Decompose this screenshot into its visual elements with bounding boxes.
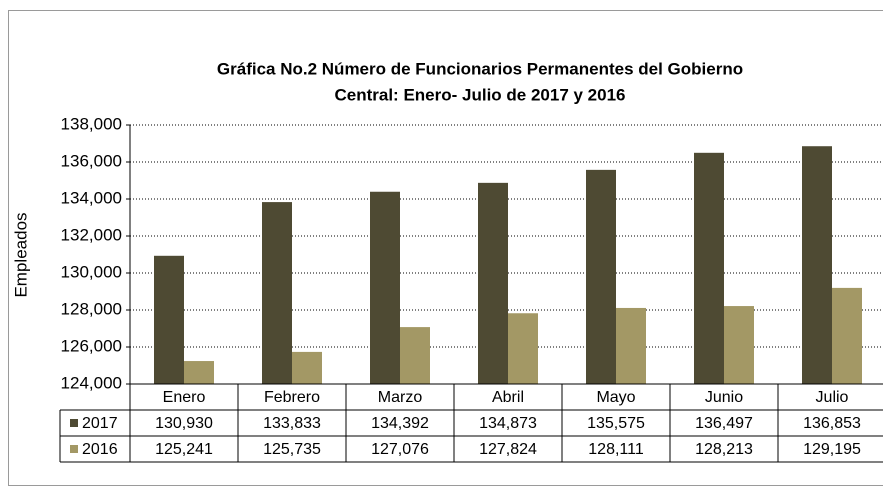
table-value: 136,853: [803, 415, 861, 432]
bar: [832, 287, 862, 384]
x-tick-label: Abril: [492, 389, 524, 406]
table-value: 125,735: [263, 441, 321, 458]
bar: [184, 361, 214, 384]
y-tick-label: 124,000: [61, 373, 122, 392]
y-tick-label: 130,000: [61, 262, 122, 281]
x-tick-label: Marzo: [378, 389, 423, 406]
y-tick-label: 138,000: [61, 114, 122, 133]
bar: [292, 351, 322, 384]
y-tick-label: 132,000: [61, 225, 122, 244]
table-value: 136,497: [695, 415, 753, 432]
table-value: 127,076: [371, 441, 429, 458]
table-value: 134,392: [371, 415, 429, 432]
chart-title: Gráfica No.2 Número de Funcionarios Perm…: [217, 59, 743, 78]
x-tick-label: Julio: [816, 389, 849, 406]
table-value: 129,195: [803, 441, 861, 458]
y-axis-label: Empleados: [11, 212, 30, 297]
legend-label: 2017: [82, 415, 118, 432]
x-tick-label: Mayo: [596, 389, 635, 406]
bar: [400, 327, 430, 384]
chart-frame: [8, 10, 883, 486]
bar: [724, 306, 754, 384]
bar: [262, 202, 292, 384]
bar: [154, 255, 184, 384]
x-tick-label: Junio: [705, 389, 743, 406]
y-tick-label: 136,000: [61, 151, 122, 170]
legend-label: 2016: [82, 441, 118, 458]
table-value: 125,241: [155, 441, 213, 458]
bar: [508, 313, 538, 384]
table-value: 134,873: [479, 415, 537, 432]
x-tick-label: Enero: [163, 389, 206, 406]
y-tick-label: 134,000: [61, 188, 122, 207]
table-value: 135,575: [587, 415, 645, 432]
table-value: 128,111: [588, 441, 644, 458]
y-tick-label: 126,000: [61, 336, 122, 355]
bar: [694, 152, 724, 384]
bar: [370, 191, 400, 384]
x-tick-label: Febrero: [264, 389, 320, 406]
table-value: 133,833: [263, 415, 321, 432]
y-tick-label: 128,000: [61, 299, 122, 318]
table-value: 128,213: [695, 441, 753, 458]
legend-swatch: [70, 445, 78, 453]
bar: [802, 146, 832, 384]
bar: [586, 169, 616, 384]
chart-title: Central: Enero- Julio de 2017 y 2016: [334, 85, 625, 104]
legend-swatch: [70, 419, 78, 427]
table-value: 130,930: [155, 415, 213, 432]
table-value: 127,824: [479, 441, 537, 458]
bar: [478, 182, 508, 384]
bar: [616, 307, 646, 384]
